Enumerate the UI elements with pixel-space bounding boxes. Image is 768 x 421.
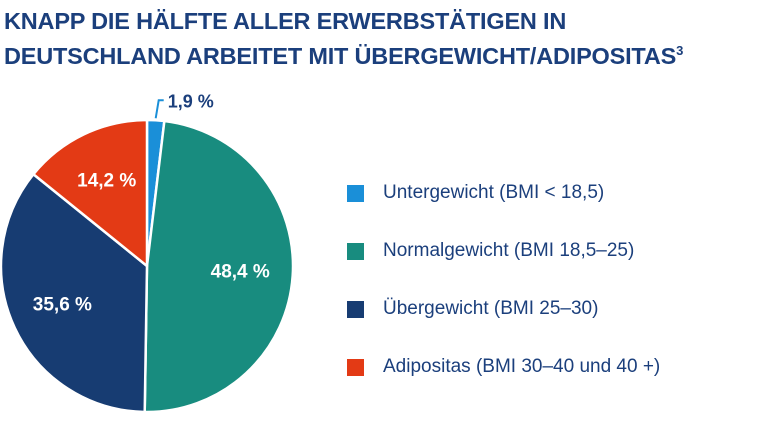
- legend-swatch-uebergewicht: [347, 300, 364, 318]
- data-label-uebergewicht: 35,6 %: [33, 295, 92, 316]
- pie-slice-uebergewicht: [0, 173, 149, 414]
- legend-item-untergewicht: Untergewicht (BMI < 18,5): [347, 164, 660, 222]
- chart-title: KNAPP DIE HÄLFTE ALLER ERWERBSTÄTIGEN IN…: [4, 4, 764, 74]
- chart-title-line-2: DEUTSCHLAND ARBEITET MIT ÜBERGEWICHT/ADI…: [4, 39, 764, 74]
- pie-slice-adipositas: [32, 118, 149, 268]
- legend-label-untergewicht: Untergewicht (BMI < 18,5): [383, 182, 605, 203]
- legend-item-uebergewicht: Übergewicht (BMI 25–30): [347, 280, 660, 338]
- legend-label-normalgewicht: Normalgewicht (BMI 18,5–25): [383, 240, 635, 261]
- legend-swatch-adipositas: [347, 358, 364, 376]
- chart-legend: Untergewicht (BMI < 18,5) Normalgewicht (…: [347, 164, 660, 396]
- leader-line-untergewicht: [154, 99, 164, 119]
- footnote-marker: 3: [676, 43, 684, 59]
- legend-label-adipositas: Adipositas (BMI 30–40 und 40 +): [383, 356, 661, 377]
- data-label-untergewicht: 1,9 %: [168, 91, 214, 111]
- legend-label-uebergewicht: Übergewicht (BMI 25–30): [383, 298, 599, 319]
- pie-slice-normalgewicht: [143, 119, 295, 414]
- data-label-normalgewicht: 48,4 %: [211, 261, 270, 282]
- data-label-adipositas: 14,2 %: [77, 171, 136, 192]
- chart-title-line-1: KNAPP DIE HÄLFTE ALLER ERWERBSTÄTIGEN IN: [4, 8, 567, 34]
- legend-swatch-normalgewicht: [347, 242, 364, 260]
- chart-title-line-2-text: DEUTSCHLAND ARBEITET MIT ÜBERGEWICHT/ADI…: [4, 43, 677, 69]
- legend-swatch-untergewicht: [347, 184, 364, 202]
- legend-item-normalgewicht: Normalgewicht (BMI 18,5–25): [347, 222, 660, 280]
- legend-item-adipositas: Adipositas (BMI 30–40 und 40 +): [347, 338, 660, 396]
